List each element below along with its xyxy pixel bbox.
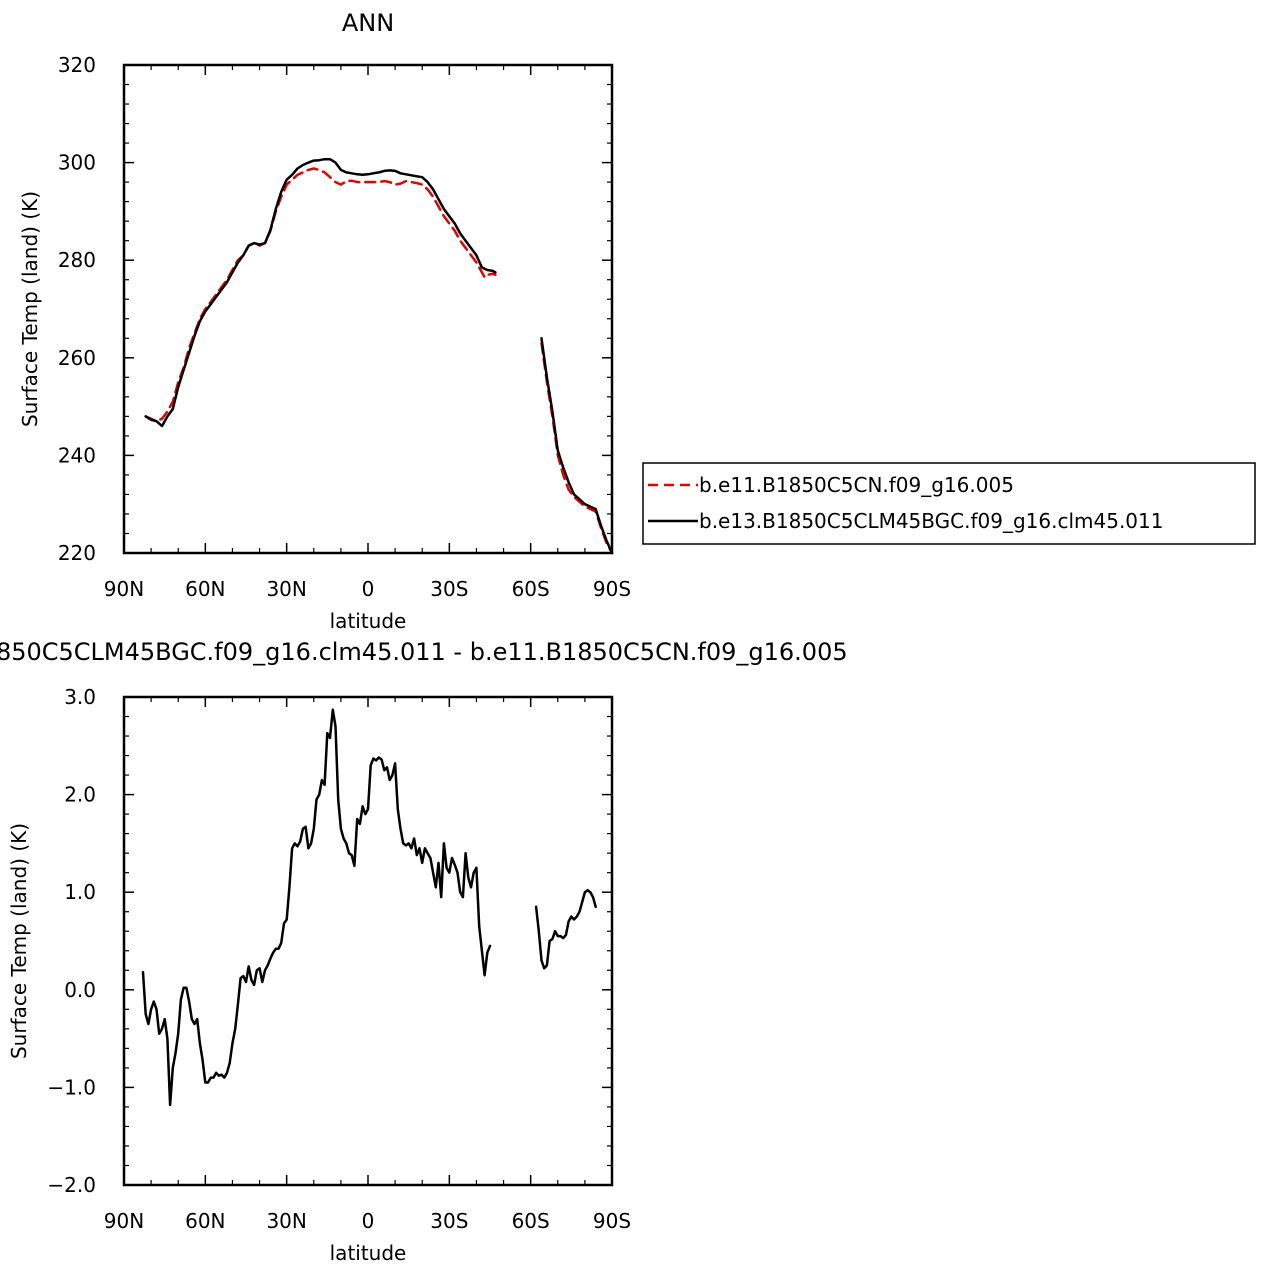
bottom-y-tick-label: 3.0 [64,685,96,709]
top-chart-title: ANN [342,9,394,37]
top-y-tick-label: 280 [58,248,96,272]
panel-top: ANN 220 240 260 280 300 320 90N 60N 30N 0 30S 60S 90… [18,9,631,633]
top-x-tick-label: 60N [185,577,225,601]
bottom-series-1-line [141,708,492,1107]
top-y-tick-label: 260 [58,346,96,370]
bottom-x-tick-label: 0 [362,1209,375,1233]
top-series-lines [144,157,614,555]
top-y-tick-label: 300 [58,151,96,175]
bottom-x-tick-label: 60N [185,1209,225,1233]
top-series-1-line [144,167,497,423]
top-series-2-line [540,337,614,555]
bottom-series-1-line [534,888,597,970]
top-y-tick-label: 240 [58,443,96,467]
legend-entry-series-2: b.e13.B1850C5CLM45BGC.f09_g16.clm45.011 [699,509,1163,533]
bottom-x-tick-label: 90N [104,1209,144,1233]
top-plot-frame [122,63,614,555]
top-y-tick-label: 320 [58,53,96,77]
top-x-tick-label: 90S [593,577,631,601]
top-y-tick-label: 220 [58,541,96,565]
bottom-y-tick-label: 1.0 [64,880,96,904]
legend-entry-series-1: b.e11.B1850C5CN.f09_g16.005 [699,473,1014,497]
bottom-axis-ticks: −2.0 −1.0 0.0 1.0 2.0 3.0 90N 60N 30N 0 30S 60S 90S [47,685,631,1233]
legend-box [642,462,1256,545]
bottom-x-tick-label: 90S [593,1209,631,1233]
bottom-y-tick-label: −2.0 [47,1173,96,1197]
bottom-x-tick-label: 30N [266,1209,306,1233]
top-x-axis-label: latitude [330,609,407,633]
bottom-series-lines [141,708,597,1107]
bottom-y-axis-label: Surface Temp (land) (K) [7,823,31,1059]
top-x-tick-label: 90N [104,577,144,601]
top-x-tick-label: 30S [430,577,468,601]
top-axis-ticks: 220 240 260 280 300 320 90N 60N 30N 0 30S 60S 90S [58,53,631,601]
bottom-y-tick-label: 2.0 [64,783,96,807]
bottom-x-axis-label: latitude [330,1241,407,1265]
top-series-2-line [144,157,497,428]
bottom-y-tick-label: 0.0 [64,978,96,1002]
bottom-x-tick-label: 30S [430,1209,468,1233]
bottom-x-tick-label: 60S [512,1209,550,1233]
top-y-axis-label: Surface Temp (land) (K) [18,191,42,427]
top-series-1-line [540,341,614,555]
top-x-tick-label: 0 [362,577,375,601]
top-x-tick-label: 30N [266,577,306,601]
legend: b.e11.B1850C5CN.f09_g16.005 b.e13.B1850C… [642,462,1256,545]
bottom-chart-title: b.e13.B1850C5CLM45BGC.f09_g16.clm45.011 … [0,638,848,666]
top-x-tick-label: 60S [512,577,550,601]
panel-bottom: b.e13.B1850C5CLM45BGC.f09_g16.clm45.011 … [0,638,848,1265]
bottom-y-tick-label: −1.0 [47,1075,96,1099]
